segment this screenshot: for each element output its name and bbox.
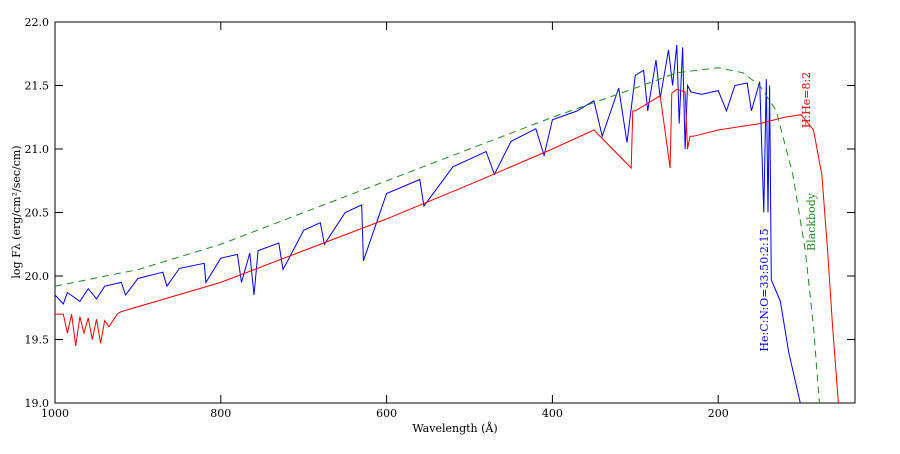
series-line: [54, 67, 820, 404]
y-tick-label: 22.0: [25, 16, 50, 29]
y-tick-label: 19.0: [25, 397, 50, 410]
series-line: [54, 44, 801, 404]
y-tick-label: 21.0: [25, 143, 50, 156]
y-axis-label: log Fλ (erg/cm²/sec/cm): [10, 145, 23, 278]
x-tick-label: 800: [210, 407, 231, 420]
y-tick-label: 20.5: [25, 207, 50, 220]
plot-frame: [54, 21, 856, 404]
y-tick-label: 20.0: [25, 270, 50, 283]
x-axis-label: Wavelength (Å): [412, 421, 497, 435]
x-tick-label: 400: [542, 407, 563, 420]
series-label: He:C:N:O=33:50:2:15: [758, 228, 771, 351]
x-tick-label: 200: [708, 407, 729, 420]
series-label: H:He=8:2: [800, 72, 813, 128]
y-tick-label: 21.5: [25, 80, 50, 93]
series-label: Blackbody: [805, 192, 818, 251]
x-tick-label: 1000: [41, 407, 69, 420]
x-tick-label: 600: [376, 407, 397, 420]
series-line: [55, 88, 839, 404]
y-tick-label: 19.5: [25, 334, 50, 347]
